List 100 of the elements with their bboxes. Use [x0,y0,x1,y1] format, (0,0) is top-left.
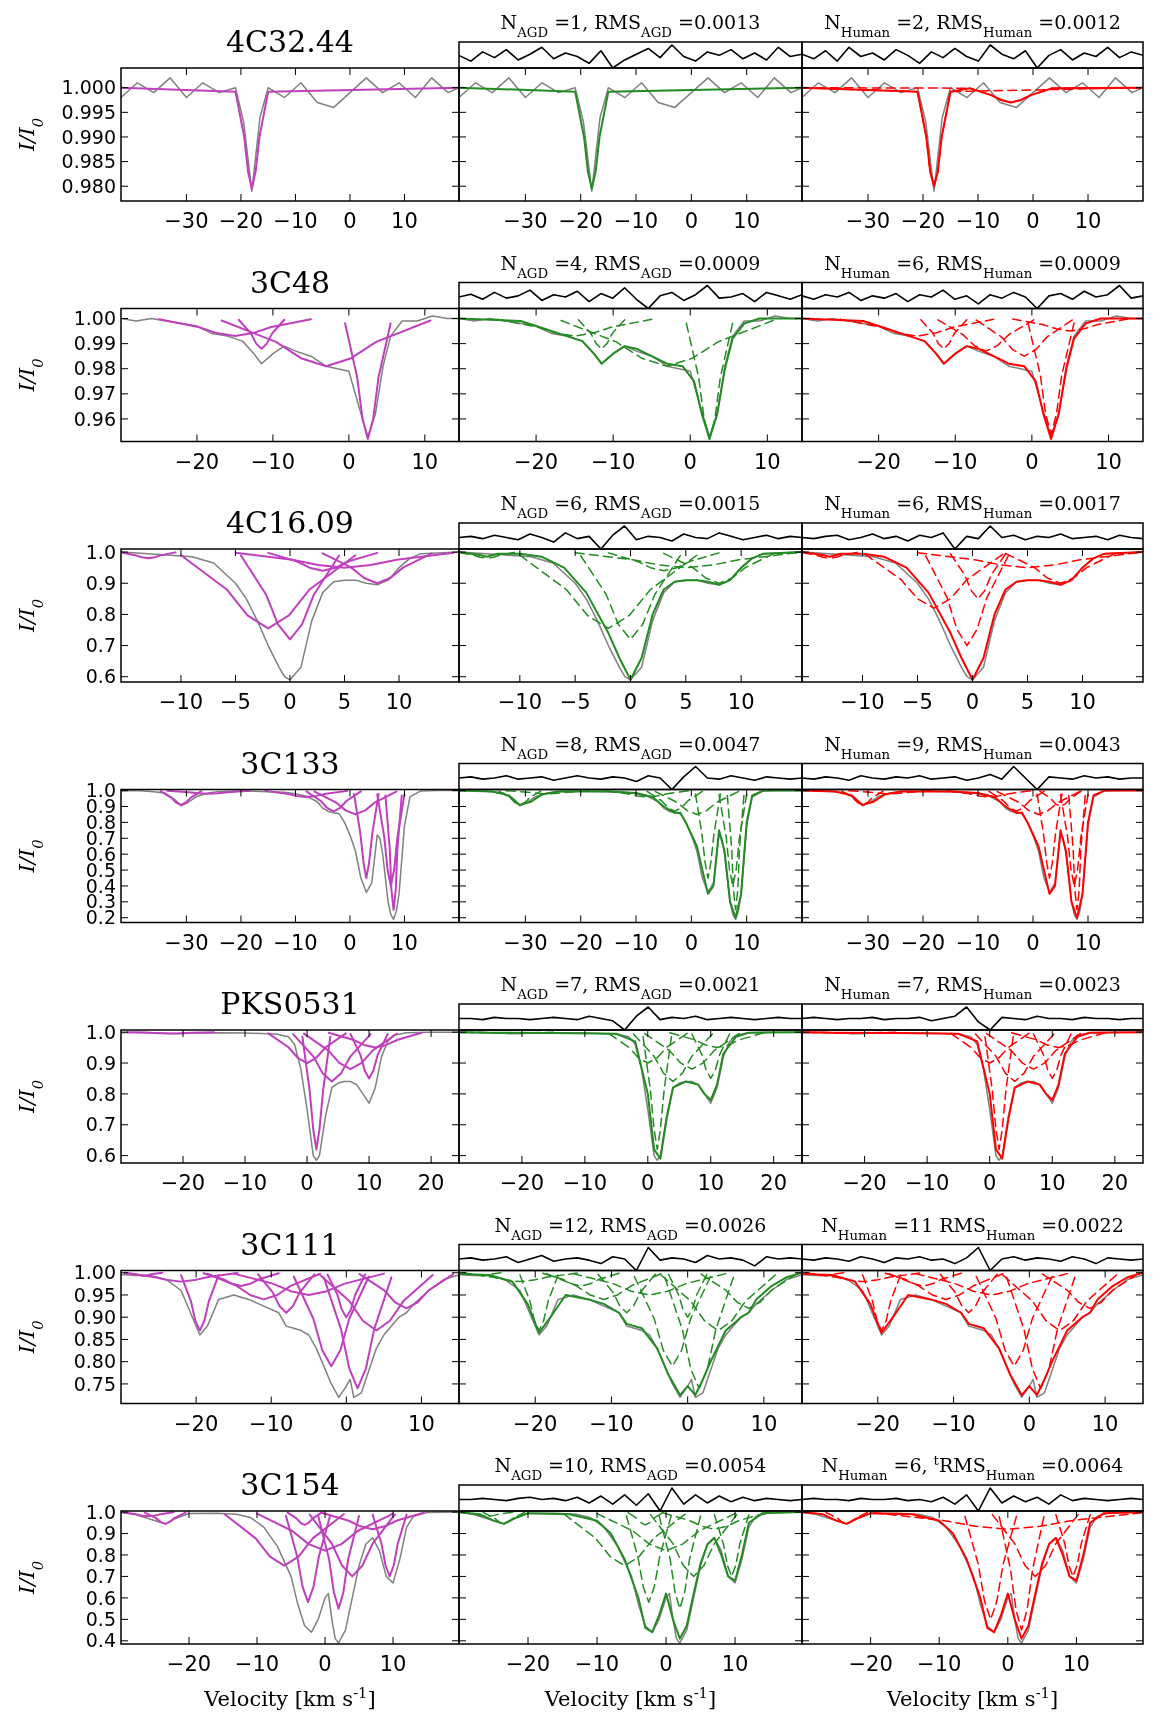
x-tick-label: −10 [613,930,659,955]
x-tick-label: 10 [391,209,418,233]
x-tick-label: −20 [160,1171,206,1195]
y-tick-label: 0.9 [85,1051,116,1074]
x-tick-label: 0 [684,930,699,955]
x-tick-label: 10 [391,930,418,955]
x-tick-label: −10 [917,1652,962,1676]
x-tick-label: 20 [760,1171,788,1195]
x-tick-label: 0 [983,1171,997,1195]
chart-title: N$_{AGD}$ =6, RMS$_{AGD}$ =0.0015 [500,492,761,521]
y-tick-label: 0.7 [85,1113,116,1136]
x-tick-label: 0 [659,1652,673,1676]
x-tick-label: −30 [164,209,209,233]
chart-title: N$_{Human}$ =6, RMS$_{Human}$ =0.0009 [824,251,1121,280]
x-tick-label: 10 [1038,1171,1066,1195]
x-tick-label: −30 [845,209,891,233]
x-tick-label: −5 [559,690,591,714]
chart-title: N$_{Human}$ =7, RMS$_{Human}$ =0.0023 [824,973,1121,1002]
y-tick-label: 0.7 [85,1565,116,1588]
y-tick-label: 1.0 [85,540,116,563]
y-tick-label: 0.90 [73,1305,116,1328]
chart-title: PKS0531 [220,986,360,1021]
y-tick-label: 0.85 [73,1328,116,1351]
x-tick-label: −10 [955,930,1001,955]
chart-title: N$_{AGD}$ =4, RMS$_{AGD}$ =0.0009 [500,251,761,280]
x-tick-label: −20 [558,209,603,233]
x-tick-label: −10 [931,1411,976,1436]
x-tick-label: 10 [753,449,781,474]
x-tick-label: 10 [408,1411,435,1436]
y-tick-label: 0.9 [85,571,116,594]
y-tick-label: 0.8 [85,1082,116,1105]
y-tick-label: 1.00 [73,1261,116,1284]
chart-title: N$_{Human}$ =2, RMS$_{Human}$ =0.0012 [824,11,1121,40]
y-tick-label: 1.000 [61,76,116,99]
x-tick-label: 10 [733,209,761,233]
x-tick-label: 10 [1069,690,1096,714]
x-tick-label: −10 [273,209,318,233]
x-tick-label: −20 [558,930,603,955]
x-tick-label: −20 [505,1652,551,1676]
x-axis-title: Velocity [km s$^{-1}$] [203,1683,376,1711]
x-tick-label: 0 [1001,1652,1015,1676]
x-tick-label: 0 [283,690,297,714]
x-tick-label: 10 [355,1171,383,1195]
x-tick-label: −10 [497,690,543,714]
x-tick-label: −20 [856,449,901,474]
x-tick-label: −10 [273,930,318,955]
x-tick-label: −20 [513,449,559,474]
y-tick-label: 0.990 [61,125,116,148]
x-tick-label: −10 [955,209,1001,233]
x-tick-label: −20 [174,449,220,474]
x-tick-label: −20 [848,1652,893,1676]
chart-title: N$_{Human}$ =6, RMS$_{Human}$ =0.0017 [824,492,1121,521]
x-tick-label: 0 [641,1171,655,1195]
x-tick-label: 0 [1022,1411,1037,1436]
x-tick-label: 0 [1026,930,1040,955]
y-tick-label: 0.4 [85,1629,116,1652]
x-tick-label: −10 [574,1652,620,1676]
x-tick-label: 0 [680,1411,695,1436]
x-tick-label: 10 [385,690,413,714]
x-tick-label: −10 [904,1171,950,1195]
y-tick-label: 0.8 [85,603,116,626]
x-tick-label: 10 [750,1411,778,1436]
y-tick-label: 0.995 [61,100,116,123]
x-tick-label: −20 [173,1411,219,1436]
x-tick-label: 10 [379,1652,407,1676]
chart-title: N$_{Human}$ =11 RMS$_{Human}$ =0.0022 [821,1213,1124,1242]
x-tick-label: −10 [840,690,885,714]
x-tick-label: −10 [613,209,659,233]
x-tick-label: −20 [842,1171,887,1195]
y-tick-label: 0.98 [73,357,116,380]
chart-title: 3C154 [240,1467,340,1502]
x-tick-label: −10 [562,1171,608,1195]
x-tick-label: 0 [342,449,356,474]
x-axis-title: Velocity [km s$^{-1}$] [543,1683,717,1711]
y-tick-label: 0.985 [61,150,116,173]
x-tick-label: 0 [683,449,697,474]
y-tick-label: 0.80 [73,1350,116,1373]
x-tick-label: −20 [166,1652,212,1676]
x-tick-label: 0 [343,209,357,233]
x-tick-label: 20 [1101,1171,1129,1195]
chart-title: 4C32.44 [226,24,354,59]
y-tick-label: 0.6 [85,665,116,688]
x-tick-label: 0 [339,1411,354,1436]
x-tick-label: −5 [220,690,251,714]
x-tick-label: 5 [337,690,352,714]
x-tick-label: 10 [727,690,755,714]
x-tick-label: −10 [590,449,636,474]
x-tick-label: −30 [845,930,891,955]
x-tick-label: 10 [733,930,761,955]
y-tick-label: 1.00 [73,307,116,330]
x-tick-label: −10 [234,1652,280,1676]
y-tick-label: 0.5 [85,1607,116,1630]
y-tick-label: 0.9 [85,1522,116,1545]
chart-title: N$_{AGD}$ =8, RMS$_{AGD}$ =0.0047 [500,732,761,761]
y-tick-label: 0.7 [85,634,116,657]
x-tick-label: 0 [343,930,357,955]
chart-title: 4C16.09 [226,505,354,540]
y-tick-label: 0.75 [73,1372,116,1395]
x-tick-label: −20 [855,1411,900,1436]
x-tick-label: −10 [222,1171,268,1195]
